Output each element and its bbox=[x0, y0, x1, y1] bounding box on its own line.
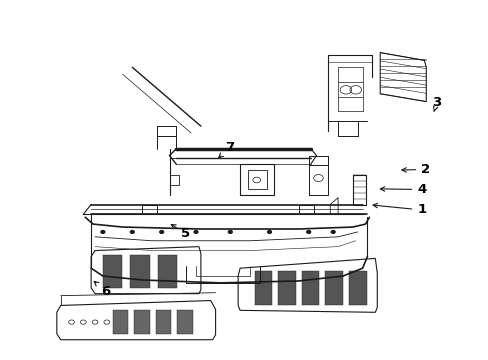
Polygon shape bbox=[158, 256, 177, 288]
Text: 6: 6 bbox=[94, 282, 110, 298]
Circle shape bbox=[130, 230, 134, 233]
Text: 5: 5 bbox=[171, 224, 190, 240]
Polygon shape bbox=[130, 256, 150, 288]
Polygon shape bbox=[348, 271, 366, 305]
Circle shape bbox=[330, 230, 334, 233]
Text: 4: 4 bbox=[380, 183, 426, 196]
Text: 7: 7 bbox=[218, 141, 234, 158]
Polygon shape bbox=[134, 310, 150, 334]
Polygon shape bbox=[102, 256, 122, 288]
Text: 1: 1 bbox=[372, 203, 426, 216]
Polygon shape bbox=[177, 310, 193, 334]
Polygon shape bbox=[254, 271, 272, 305]
Polygon shape bbox=[278, 271, 295, 305]
Circle shape bbox=[101, 230, 104, 233]
Text: 3: 3 bbox=[432, 96, 441, 112]
Circle shape bbox=[267, 230, 271, 233]
Circle shape bbox=[160, 230, 163, 233]
Circle shape bbox=[194, 230, 198, 233]
Polygon shape bbox=[325, 271, 342, 305]
Polygon shape bbox=[301, 271, 319, 305]
Polygon shape bbox=[112, 310, 128, 334]
Polygon shape bbox=[156, 310, 171, 334]
Circle shape bbox=[306, 230, 310, 233]
Text: 2: 2 bbox=[401, 163, 429, 176]
Circle shape bbox=[228, 230, 232, 233]
